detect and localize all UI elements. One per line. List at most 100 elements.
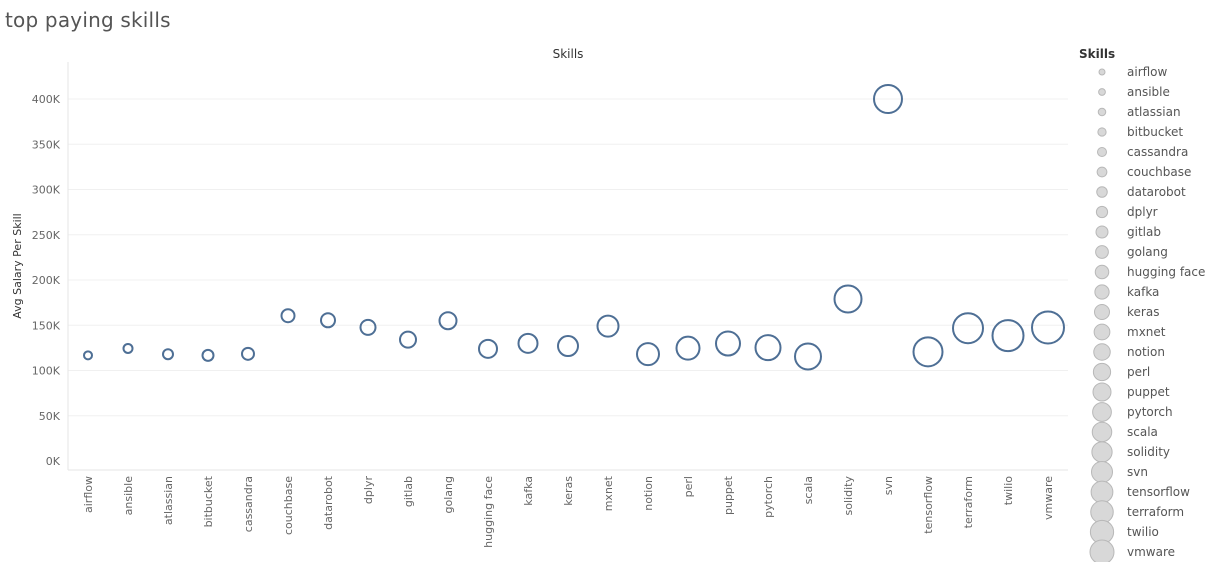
data-point[interactable] [833,284,863,314]
data-point[interactable] [83,350,93,361]
x-tick-label: keras [562,476,575,506]
x-tick-label: airflow [82,476,95,513]
legend-swatch [1098,88,1106,96]
data-point[interactable] [359,318,377,336]
data-point[interactable] [991,319,1025,353]
legend-item-label[interactable]: tensorflow [1127,485,1190,499]
x-tick-label: svn [882,476,895,495]
legend-item-label[interactable]: twilio [1127,525,1159,539]
y-tick-label: 150K [32,319,61,332]
data-point[interactable] [201,348,215,362]
y-tick-label: 250K [32,229,61,242]
x-tick-label: twilio [1002,476,1015,505]
data-point[interactable] [912,336,944,368]
legend-item-label[interactable]: svn [1127,465,1148,479]
x-tick-label: atlassian [162,476,175,525]
x-tick-label: cassandra [242,476,255,532]
data-point[interactable] [873,84,903,114]
legend-item-label[interactable]: ansible [1127,85,1170,99]
legend-item-label[interactable]: pytorch [1127,405,1173,419]
legend-item-label[interactable]: gitlab [1127,225,1161,239]
y-tick-label: 50K [39,410,61,423]
legend-swatch [1097,107,1107,117]
grid-lines [68,98,1068,417]
legend-swatch [1094,284,1110,300]
legend-item-label[interactable]: terraform [1127,505,1184,519]
data-point[interactable] [794,342,822,371]
legend-item-label[interactable]: keras [1127,305,1159,319]
data-point[interactable] [675,335,701,361]
legend-swatch [1090,480,1114,504]
data-point[interactable] [399,330,417,349]
data-point[interactable] [596,314,620,338]
y-tick-label: 350K [32,138,61,151]
data-point[interactable] [280,308,296,324]
legend-swatch [1095,225,1109,239]
legend-item-label[interactable]: perl [1127,365,1150,379]
data-point[interactable] [478,338,498,359]
legend-item-label[interactable]: kafka [1127,285,1159,299]
legend-swatch [1096,166,1108,178]
legend-swatch [1091,461,1113,483]
legend-swatch [1097,147,1107,157]
legend-title: Skills [1079,47,1116,61]
legend-item-label[interactable]: datarobot [1127,185,1186,199]
x-tick-label: pytorch [762,476,775,518]
legend-item-label[interactable]: golang [1127,245,1168,259]
data-point[interactable] [122,342,134,354]
data-point[interactable] [241,346,255,361]
x-tick-label: golang [442,476,455,513]
legend-item-label[interactable]: scala [1127,425,1158,439]
y-tick-label: 100K [32,365,61,378]
x-tick-label: terraform [962,476,975,528]
legend-swatch [1093,323,1111,341]
legend-item-label[interactable]: hugging face [1127,265,1205,279]
data-point[interactable] [636,342,660,367]
x-tick-label: ansible [122,476,135,516]
x-tick-label: scala [802,476,815,504]
page-title: top paying skills [5,8,171,32]
data-point[interactable] [715,330,741,357]
legend-swatch [1095,245,1109,259]
legend-item-label[interactable]: mxnet [1127,325,1166,339]
data-point[interactable] [320,312,336,329]
legend-item-label[interactable]: bitbucket [1127,125,1183,139]
legend-item-label[interactable]: couchbase [1127,165,1191,179]
legend-item-label[interactable]: puppet [1127,385,1170,399]
legend: airflow ansible atlassian bitbucket cassandr… [1089,65,1205,562]
x-tick-label: vmware [1042,476,1055,520]
legend-item-label[interactable]: dplyr [1127,205,1158,219]
y-tick-label: 0K [46,455,61,468]
legend-item-label[interactable]: notion [1127,345,1165,359]
x-tick-label: notion [642,476,655,511]
data-point[interactable] [162,348,174,361]
legend-swatch [1093,343,1111,361]
legend-swatch [1091,421,1113,443]
y-tick-label: 200K [32,274,61,287]
legend-swatch [1091,441,1113,463]
y-tick-label: 400K [32,93,61,106]
data-point[interactable] [952,312,984,345]
labels: Skills Avg Salary Per Skill 0K 50K 100K 150K 2… [11,47,1055,548]
x-tick-label: solidity [842,476,855,516]
data-point[interactable] [438,311,458,331]
data-point[interactable] [754,334,782,362]
legend-item-label[interactable]: atlassian [1127,105,1181,119]
legend-swatch [1089,539,1115,562]
legend-item-label[interactable]: airflow [1127,65,1168,79]
legend-swatch [1098,68,1106,76]
x-tick-label: bitbucket [202,475,215,527]
legend-item-label[interactable]: solidity [1127,445,1170,459]
legend-swatch [1097,127,1107,137]
legend-item-label[interactable]: vmware [1127,545,1175,559]
x-tick-label: kafka [522,476,535,506]
x-tick-label: puppet [722,475,735,515]
legend-item-label[interactable]: cassandra [1127,145,1188,159]
x-tick-label: hugging face [482,476,495,548]
x-tick-label: mxnet [602,475,615,511]
data-point[interactable] [557,335,579,358]
data-point[interactable] [1031,310,1065,345]
data-point[interactable] [517,332,539,354]
legend-swatch [1096,186,1108,198]
